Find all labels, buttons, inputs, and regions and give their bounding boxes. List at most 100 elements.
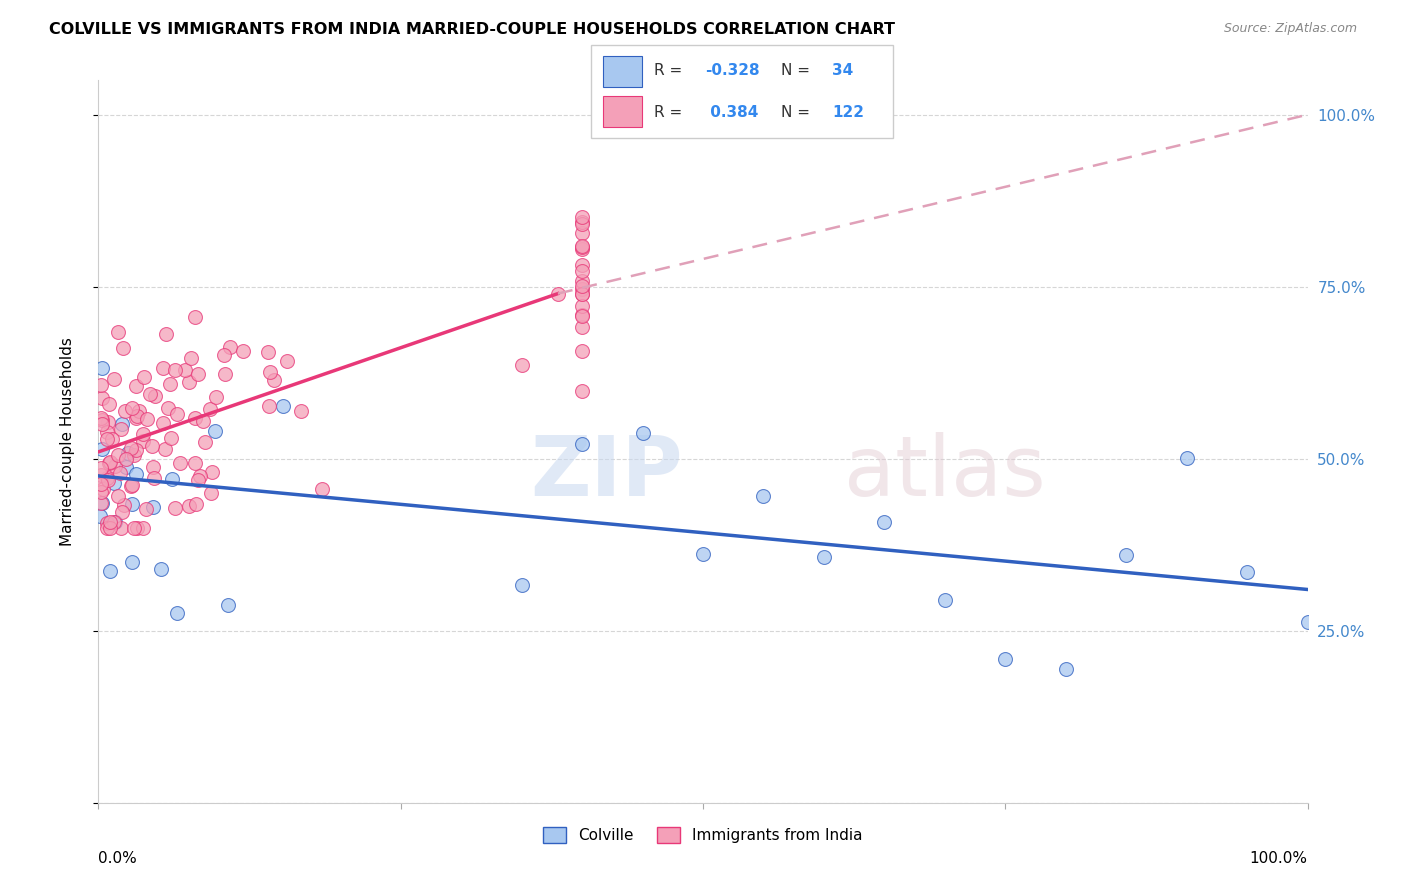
Point — [91, 482, 114, 496]
Text: R =: R = — [654, 63, 688, 78]
Bar — [603, 56, 643, 87]
Point — [122, 520, 145, 534]
Point — [547, 286, 569, 301]
Point — [91, 417, 114, 432]
Point — [135, 412, 157, 426]
Point — [115, 459, 138, 474]
Point — [107, 489, 129, 503]
Point — [1115, 548, 1137, 562]
Point — [271, 399, 294, 413]
Point — [104, 515, 127, 529]
Point — [142, 460, 165, 475]
Point — [187, 474, 209, 488]
Point — [100, 432, 122, 446]
Point — [183, 411, 205, 425]
Point — [98, 565, 121, 579]
Point — [107, 325, 129, 339]
Point — [311, 482, 333, 496]
Point — [159, 377, 181, 392]
Text: 0.384: 0.384 — [706, 104, 759, 120]
Point — [165, 363, 187, 377]
Point — [90, 413, 112, 427]
Text: atlas: atlas — [844, 432, 1046, 513]
Point — [184, 310, 207, 324]
Point — [194, 434, 217, 449]
Point — [571, 240, 593, 254]
Point — [91, 442, 114, 457]
Point — [571, 320, 593, 334]
FancyBboxPatch shape — [591, 45, 893, 138]
Point — [120, 479, 142, 493]
Point — [692, 547, 714, 561]
Point — [103, 372, 125, 386]
Point — [98, 456, 121, 470]
Point — [232, 343, 254, 358]
Point — [752, 489, 775, 503]
Text: COLVILLE VS IMMIGRANTS FROM INDIA MARRIED-COUPLE HOUSEHOLDS CORRELATION CHART: COLVILLE VS IMMIGRANTS FROM INDIA MARRIE… — [49, 22, 896, 37]
Point — [98, 396, 121, 410]
Point — [201, 465, 224, 479]
Point — [994, 651, 1017, 665]
Point — [134, 369, 156, 384]
Point — [571, 299, 593, 313]
Point — [1175, 450, 1198, 465]
Point — [98, 515, 121, 529]
Point — [135, 501, 157, 516]
Point — [90, 485, 112, 500]
Point — [256, 345, 278, 359]
Point — [153, 442, 176, 457]
Point — [90, 468, 112, 483]
Text: ZIP: ZIP — [530, 432, 682, 513]
Point — [110, 417, 132, 431]
Point — [125, 467, 148, 482]
Point — [571, 217, 593, 231]
Point — [121, 497, 143, 511]
Point — [142, 471, 165, 485]
Point — [631, 426, 654, 441]
Text: 100.0%: 100.0% — [1250, 851, 1308, 866]
Point — [96, 432, 118, 446]
Point — [571, 226, 593, 240]
Point — [90, 411, 112, 425]
Point — [132, 520, 155, 534]
Point — [96, 425, 118, 440]
Point — [121, 478, 143, 492]
Point — [125, 442, 148, 457]
Point — [110, 422, 132, 436]
Point — [934, 593, 956, 607]
Point — [121, 401, 143, 415]
Point — [217, 598, 239, 612]
Point — [128, 404, 150, 418]
Point — [173, 363, 195, 377]
Point — [112, 498, 135, 512]
Point — [96, 520, 118, 534]
Point — [1296, 615, 1319, 629]
Point — [571, 264, 593, 278]
Point — [187, 368, 209, 382]
Point — [180, 351, 202, 365]
Point — [571, 286, 593, 301]
Point — [571, 384, 593, 399]
Point — [188, 469, 211, 483]
Point — [214, 367, 236, 381]
Point — [571, 274, 593, 288]
Point — [139, 387, 162, 401]
Text: -0.328: -0.328 — [706, 63, 761, 78]
Point — [107, 448, 129, 462]
Point — [96, 516, 118, 530]
Point — [813, 550, 835, 565]
Point — [290, 404, 312, 418]
Point — [110, 520, 132, 534]
Point — [191, 414, 214, 428]
Point — [132, 434, 155, 448]
Point — [142, 500, 165, 514]
Point — [204, 424, 226, 438]
Point — [177, 499, 200, 513]
Point — [184, 497, 207, 511]
Legend: Colville, Immigrants from India: Colville, Immigrants from India — [537, 822, 869, 849]
Point — [219, 340, 242, 354]
Point — [143, 389, 166, 403]
Point — [571, 242, 593, 256]
Point — [117, 445, 139, 459]
Point — [111, 341, 134, 355]
